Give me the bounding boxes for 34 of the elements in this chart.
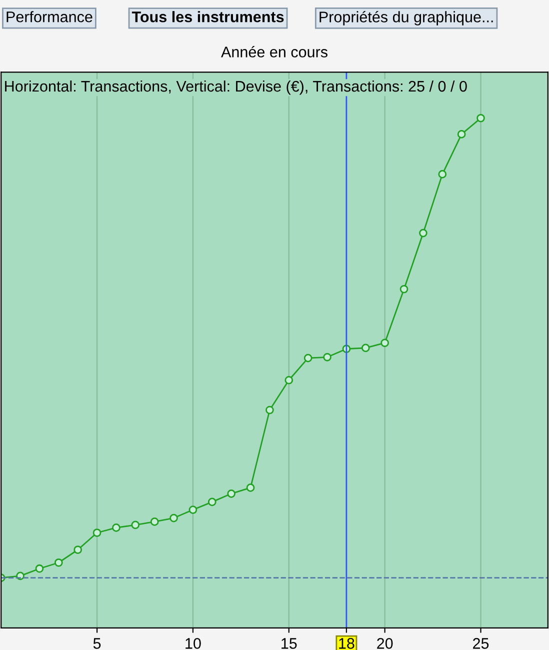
point <box>170 514 178 522</box>
text: Performance <box>6 11 92 22</box>
chart-title: Année en cours <box>221 46 328 58</box>
point <box>188 506 198 514</box>
point <box>284 376 294 384</box>
point <box>380 338 389 348</box>
point <box>457 130 466 138</box>
point <box>304 354 312 362</box>
x-tick-label: 20 <box>377 638 393 649</box>
point <box>92 528 102 537</box>
point <box>476 114 485 122</box>
point <box>419 228 428 238</box>
point <box>266 406 274 414</box>
point <box>54 558 63 567</box>
point <box>438 170 447 178</box>
point <box>246 484 255 492</box>
point <box>323 352 332 362</box>
x-tick-label: 5 <box>93 638 101 649</box>
point <box>361 344 370 352</box>
point <box>35 564 44 573</box>
point <box>150 518 159 526</box>
x-tick-label: 15 <box>282 638 297 649</box>
point <box>112 524 120 532</box>
text: Propriétés du graphique... <box>320 10 493 26</box>
text: Tous les instruments <box>132 11 284 22</box>
point <box>227 490 236 498</box>
x-tick-label: 18 <box>339 638 354 649</box>
point <box>74 546 82 554</box>
point <box>400 284 408 294</box>
point <box>208 498 216 506</box>
chart-subtitle: Horizontal: Transactions, Vertical: Devise (€), Transactions: 25 / 0 / 0 <box>5 80 467 95</box>
x-tick-label: 10 <box>186 638 201 649</box>
point <box>131 520 140 530</box>
x-tick-label: 25 <box>473 638 489 649</box>
